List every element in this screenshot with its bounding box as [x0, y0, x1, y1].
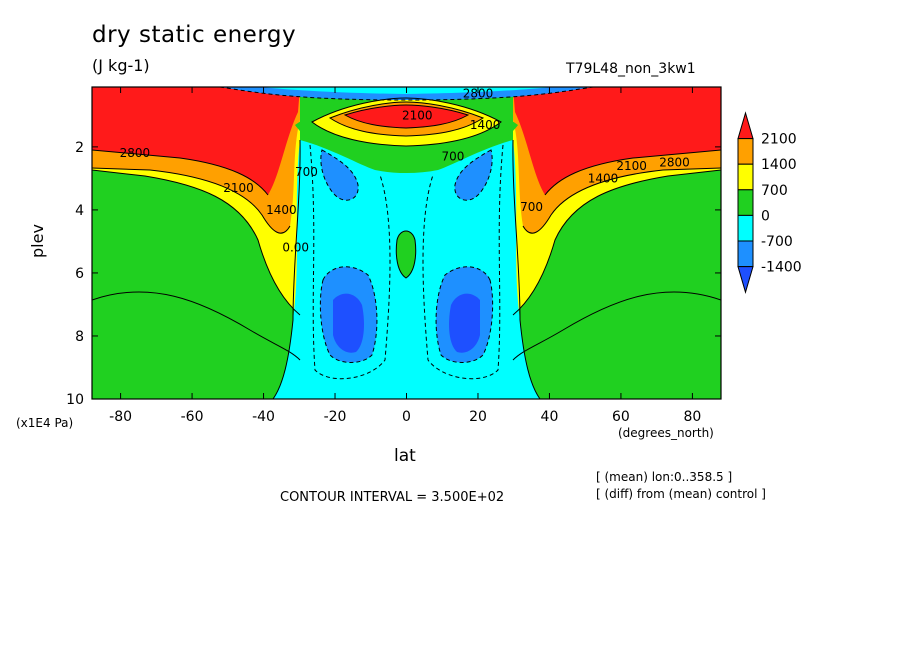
- x-tick-label: -20: [324, 409, 347, 425]
- contour-label: 2800: [120, 146, 151, 160]
- y-tick-label: 4: [75, 203, 84, 219]
- x-tick-label: 20: [469, 409, 487, 425]
- contour-label: 1400: [588, 171, 619, 185]
- contour-label: 2100: [223, 181, 254, 195]
- contour-interval: CONTOUR INTERVAL = 3.500E+02: [280, 490, 505, 505]
- colorbar-label: 1400: [761, 157, 797, 173]
- contour-labels: 2800210014007000.00210070014002800700140…: [120, 86, 690, 254]
- y-tick-label: 10: [66, 392, 84, 408]
- x-tick-label: 0: [402, 409, 411, 425]
- x-axis-units: (degrees_north): [618, 426, 714, 440]
- filled-contours: [92, 87, 721, 399]
- y-tick-label: 2: [75, 140, 84, 156]
- averaging-note: [ (mean) lon:0..358.5 ]: [596, 470, 733, 484]
- colorbar-label: -1400: [761, 260, 802, 276]
- chart-units: (J kg-1): [92, 56, 150, 75]
- run-label: T79L48_non_3kw1: [566, 61, 696, 77]
- contour-label: 0.00: [282, 241, 309, 255]
- contour-label: 2100: [616, 159, 647, 173]
- colorbar-label: -700: [761, 234, 793, 250]
- colorbar-top-arrow: [737, 111, 754, 140]
- colorbar: 2100 1400 700 0 -700 -1400: [737, 111, 802, 294]
- colorbar-label: 700: [761, 183, 788, 199]
- y-axis-units: (x1E4 Pa): [16, 416, 74, 430]
- contour-label: 1400: [266, 203, 297, 217]
- x-tick-label: 60: [612, 409, 630, 425]
- x-axis-label: lat: [394, 446, 416, 466]
- colorbar-label: 0: [761, 208, 770, 224]
- x-tick-label: -40: [252, 409, 275, 425]
- axes: -80 -60 -40 -20 0 20 40 60 80 2 4 6 8 10: [66, 87, 721, 425]
- colorbar-label: 2100: [761, 132, 797, 148]
- x-tick-label: -60: [181, 409, 204, 425]
- colorbar-segment: [737, 189, 754, 216]
- contour-lines: [92, 87, 721, 399]
- contour-label: 2800: [659, 156, 690, 170]
- x-tick-label: 80: [683, 409, 701, 425]
- y-tick-label: 8: [75, 329, 84, 345]
- contour-label: 2800: [463, 86, 494, 100]
- contour-label: 700: [520, 200, 543, 214]
- x-tick-label: -80: [109, 409, 132, 425]
- x-tick-label: 40: [541, 409, 559, 425]
- contour-label: 700: [442, 149, 465, 163]
- contour-label: 700: [295, 165, 318, 179]
- contour-label: 2100: [402, 108, 433, 122]
- chart-title: dry static energy: [92, 22, 297, 48]
- colorbar-bottom-arrow: [737, 266, 754, 294]
- colorbar-segment: [737, 138, 754, 165]
- colorbar-segment: [737, 240, 754, 268]
- colorbar-segment: [737, 163, 754, 191]
- colorbar-segment: [737, 214, 754, 242]
- difference-note: [ (diff) from (mean) control ]: [596, 487, 766, 501]
- contour-label: 1400: [470, 118, 501, 132]
- y-tick-label: 6: [75, 266, 84, 282]
